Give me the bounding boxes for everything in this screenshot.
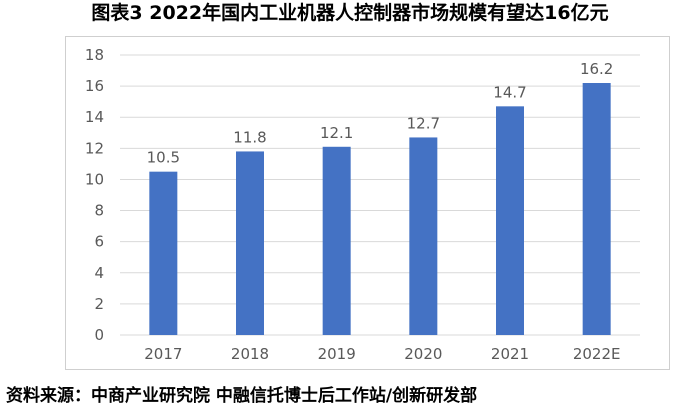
x-tick-label: 2022E — [573, 345, 621, 363]
x-axis-ticks: 2017 2018 2019 2020 2021 2022E — [144, 345, 620, 363]
gridlines — [120, 54, 640, 336]
y-axis-ticks: 0 2 4 6 8 10 12 14 16 18 — [85, 46, 104, 344]
bars — [149, 83, 611, 335]
bar-2021 — [496, 106, 524, 335]
data-label: 11.8 — [233, 128, 266, 146]
y-tick-label: 8 — [94, 202, 104, 220]
y-tick-label: 16 — [85, 77, 104, 95]
bar-2017 — [149, 171, 178, 335]
bar-2018 — [236, 151, 264, 335]
data-label: 14.7 — [493, 83, 526, 101]
y-tick-label: 10 — [85, 170, 104, 188]
data-label: 16.2 — [580, 60, 613, 78]
x-tick-label: 2020 — [404, 345, 442, 363]
x-tick-label: 2018 — [231, 345, 269, 363]
data-label: 12.1 — [320, 124, 353, 142]
x-tick-label: 2019 — [318, 345, 356, 363]
chart-title: 图表3 2022年国内工业机器人控制器市场规模有望达16亿元 — [91, 2, 609, 24]
chart-frame — [65, 36, 670, 370]
bar-2019 — [322, 146, 351, 335]
data-label: 12.7 — [407, 114, 440, 132]
y-tick-label: 14 — [85, 108, 104, 126]
x-tick-label: 2021 — [491, 345, 529, 363]
bar-2020 — [409, 137, 438, 335]
y-tick-label: 2 — [94, 295, 104, 313]
y-tick-label: 4 — [94, 264, 104, 282]
data-label: 10.5 — [147, 149, 180, 167]
y-tick-label: 6 — [94, 233, 104, 251]
y-tick-label: 0 — [94, 326, 104, 344]
x-tick-label: 2017 — [144, 345, 182, 363]
source-note: 资料来源：中商产业研究院 中融信托博士后工作站/创新研发部 — [6, 386, 478, 406]
y-tick-label: 12 — [85, 139, 104, 157]
bar-2022E — [582, 83, 611, 335]
y-tick-label: 18 — [85, 46, 104, 64]
data-labels: 10.5 11.8 12.1 12.7 14.7 16.2 — [147, 60, 614, 167]
